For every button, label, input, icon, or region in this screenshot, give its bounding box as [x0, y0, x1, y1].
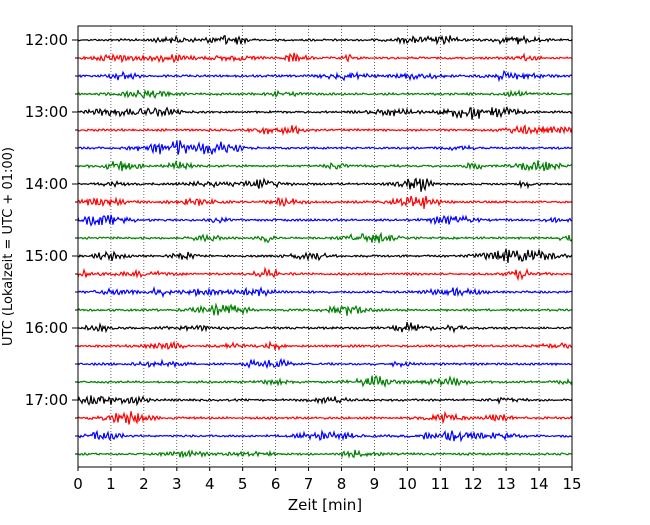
y-tick-label: 13:00: [25, 103, 68, 121]
trace-rows: [77, 34, 573, 459]
y-axis: 12:00 13:00 14:00 15:00 16:00 17:00: [25, 31, 78, 455]
plot-frame: [77, 25, 573, 468]
y-axis-label: UTC (Lokalzeit = UTC + 01:00): [1, 147, 16, 346]
seismogram-trace: [77, 321, 573, 334]
seismogram-trace: [77, 285, 573, 299]
seismogram-trace: [77, 231, 573, 244]
x-tick-label: 6: [271, 475, 281, 493]
seismogram-trace: [77, 69, 573, 83]
seismogram-trace: [77, 395, 573, 407]
y-tick-label: 12:00: [25, 31, 68, 49]
y-tick-label: 17:00: [25, 391, 68, 409]
x-tick-label: 7: [304, 475, 314, 493]
seismogram-trace: [77, 159, 573, 172]
y-tick-label: 16:00: [25, 319, 68, 337]
seismogram-trace: [77, 266, 573, 282]
seismogram-trace: [77, 340, 573, 352]
seismogram-trace: [77, 34, 573, 46]
x-axis: 0 1 2 3 4 5 6 7 8 9 10 11 12 13 14 15: [73, 467, 582, 493]
seismogram-trace: [77, 429, 573, 443]
seismogram-trace: [77, 195, 573, 210]
x-tick-label: 15: [562, 475, 581, 493]
seismogram-trace: [77, 124, 573, 137]
x-tick-label: 0: [73, 475, 83, 493]
seismogram-trace: [77, 248, 573, 263]
seismogram-trace: [77, 374, 573, 389]
x-tick-label: 1: [106, 475, 116, 493]
x-tick-label: 13: [497, 475, 516, 493]
seismogram-trace: [77, 177, 573, 192]
seismogram-trace: [77, 357, 573, 370]
seismogram-trace: [77, 214, 573, 227]
x-tick-label: 4: [205, 475, 215, 493]
x-tick-label: 5: [238, 475, 248, 493]
seismogram-trace: [77, 52, 573, 64]
x-tick-label: 9: [370, 475, 380, 493]
x-tick-label: 10: [398, 475, 417, 493]
seismogram-trace: [77, 410, 573, 425]
x-tick-label: 8: [337, 475, 347, 493]
x-tick-label: 14: [530, 475, 549, 493]
x-tick-label: 11: [431, 475, 450, 493]
y-tick-label: 15:00: [25, 247, 68, 265]
seismogram-trace: [77, 105, 573, 120]
seismogram-trace: [77, 302, 573, 316]
seismogram-trace: [77, 449, 573, 459]
x-tick-label: 12: [464, 475, 483, 493]
x-axis-label: Zeit [min]: [288, 496, 362, 514]
seismogram-trace: [77, 140, 573, 155]
seismogram-trace: [77, 88, 573, 100]
x-tick-label: 2: [139, 475, 149, 493]
x-tick-label: 3: [172, 475, 182, 493]
y-tick-label: 14:00: [25, 175, 68, 193]
